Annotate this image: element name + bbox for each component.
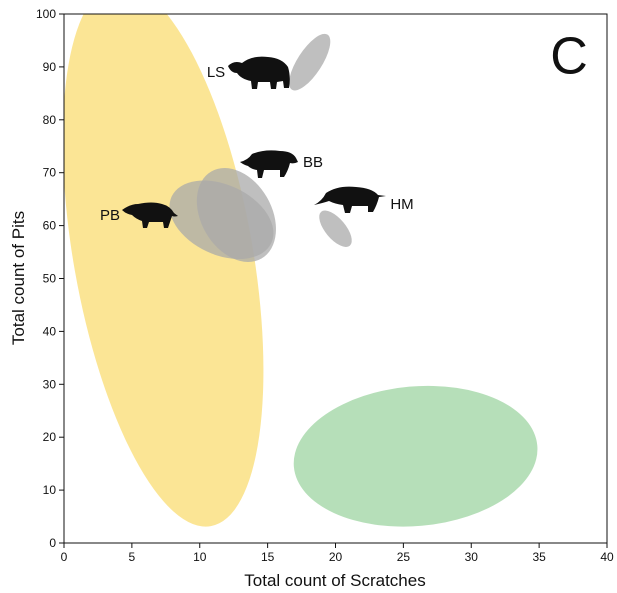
rhino-pb — [122, 202, 178, 228]
y-tick-label: 60 — [43, 219, 57, 233]
y-tick-label: 40 — [43, 324, 57, 338]
y-tick-label: 10 — [43, 483, 57, 497]
x-tick-label: 5 — [129, 550, 136, 564]
ellipse-region — [196, 168, 276, 262]
ellipse-region — [319, 210, 352, 248]
y-axis-title: Total count of Pits — [9, 211, 28, 345]
x-axis-title: Total count of Scratches — [244, 571, 425, 590]
ellipse-region — [289, 33, 331, 91]
plot-frame — [63, 13, 608, 544]
group-label: LS — [207, 64, 225, 81]
x-tick-label: 20 — [329, 550, 343, 564]
silhouettes — [122, 56, 386, 228]
rhino-hm — [314, 186, 386, 213]
x-tick-label: 30 — [465, 550, 479, 564]
group-label: HM — [390, 196, 413, 213]
rhino-bb — [240, 150, 298, 178]
y-tick-label: 30 — [43, 377, 57, 391]
y-tick-label: 0 — [49, 536, 56, 550]
x-tick-label: 40 — [600, 550, 614, 564]
y-tick-label: 70 — [43, 166, 57, 180]
x-tick-label: 0 — [61, 550, 68, 564]
x-tick-label: 15 — [261, 550, 275, 564]
group-label: PB — [100, 207, 120, 224]
y-tick-label: 80 — [43, 113, 57, 127]
y-tick-label: 20 — [43, 430, 57, 444]
x-tick-label: 25 — [397, 550, 411, 564]
y-tick-label: 100 — [36, 7, 56, 21]
panel-label: C — [550, 28, 588, 86]
ellipse-region — [64, 14, 264, 527]
x-tick-label: 10 — [193, 550, 207, 564]
y-tick-label: 90 — [43, 60, 57, 74]
ellipse-layer — [64, 14, 538, 527]
group-label: BB — [303, 154, 323, 171]
rhino-ls — [228, 56, 290, 89]
x-tick-label: 35 — [532, 550, 546, 564]
ellipse-region — [293, 385, 538, 527]
y-tick-label: 50 — [43, 272, 57, 286]
